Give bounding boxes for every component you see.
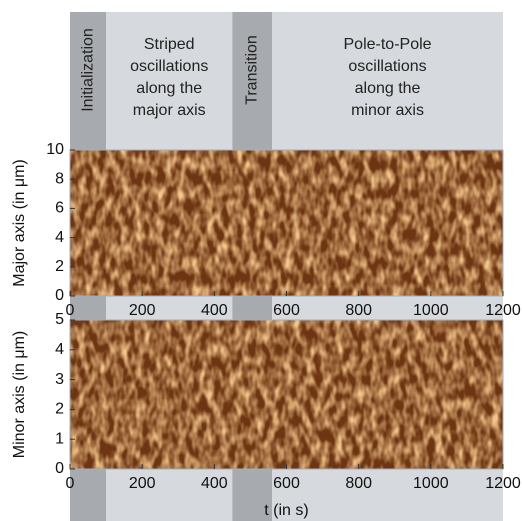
- x-tick-label: 200: [129, 475, 156, 492]
- x-tick-label: 600: [273, 302, 300, 319]
- phase-label: oscillations: [348, 58, 426, 75]
- y-tick-label: 6: [55, 200, 64, 217]
- y-tick-label: 3: [55, 371, 64, 388]
- x-axis-label: t (in s): [264, 502, 308, 519]
- y-tick-label: 10: [46, 141, 64, 158]
- x-tick-label: 1000: [413, 475, 449, 492]
- x-tick-label: 600: [273, 475, 300, 492]
- y-axis-label: Minor axis (in μm): [11, 331, 28, 458]
- y-tick-label: 2: [55, 258, 64, 275]
- y-tick-label: 0: [55, 287, 64, 304]
- x-tick-label: 1000: [413, 302, 449, 319]
- x-tick-label: 400: [201, 475, 228, 492]
- phase-label: major axis: [133, 102, 206, 119]
- x-tick-label: 1200: [485, 302, 521, 319]
- x-tick-label: 1200: [485, 475, 521, 492]
- x-tick-label: 0: [66, 475, 75, 492]
- heatmap-texture: [70, 320, 503, 469]
- x-tick-label: 0: [66, 302, 75, 319]
- y-tick-label: 0: [55, 460, 64, 477]
- phase-label: Initialization: [79, 28, 96, 112]
- y-tick-label: 1: [55, 430, 64, 447]
- x-tick-label: 800: [345, 475, 372, 492]
- x-tick-label: 400: [201, 302, 228, 319]
- y-tick-label: 5: [55, 311, 64, 328]
- x-tick-label: 200: [129, 302, 156, 319]
- y-tick-label: 2: [55, 401, 64, 418]
- phase-label: minor axis: [351, 102, 424, 119]
- y-axis-label: Major axis (in μm): [11, 159, 28, 286]
- y-tick-label: 8: [55, 170, 64, 187]
- phase-label: oscillations: [130, 58, 208, 75]
- y-tick-label: 4: [55, 229, 64, 246]
- phase-label: Striped: [144, 36, 195, 53]
- heatmap-texture: [70, 150, 503, 296]
- x-tick-label: 800: [345, 302, 372, 319]
- y-tick-label: 4: [55, 341, 64, 358]
- phase-label: Transition: [243, 35, 260, 105]
- phase-label: along the: [136, 80, 202, 97]
- phase-label: along the: [355, 80, 421, 97]
- phase-label: Pole-to-Pole: [344, 36, 432, 53]
